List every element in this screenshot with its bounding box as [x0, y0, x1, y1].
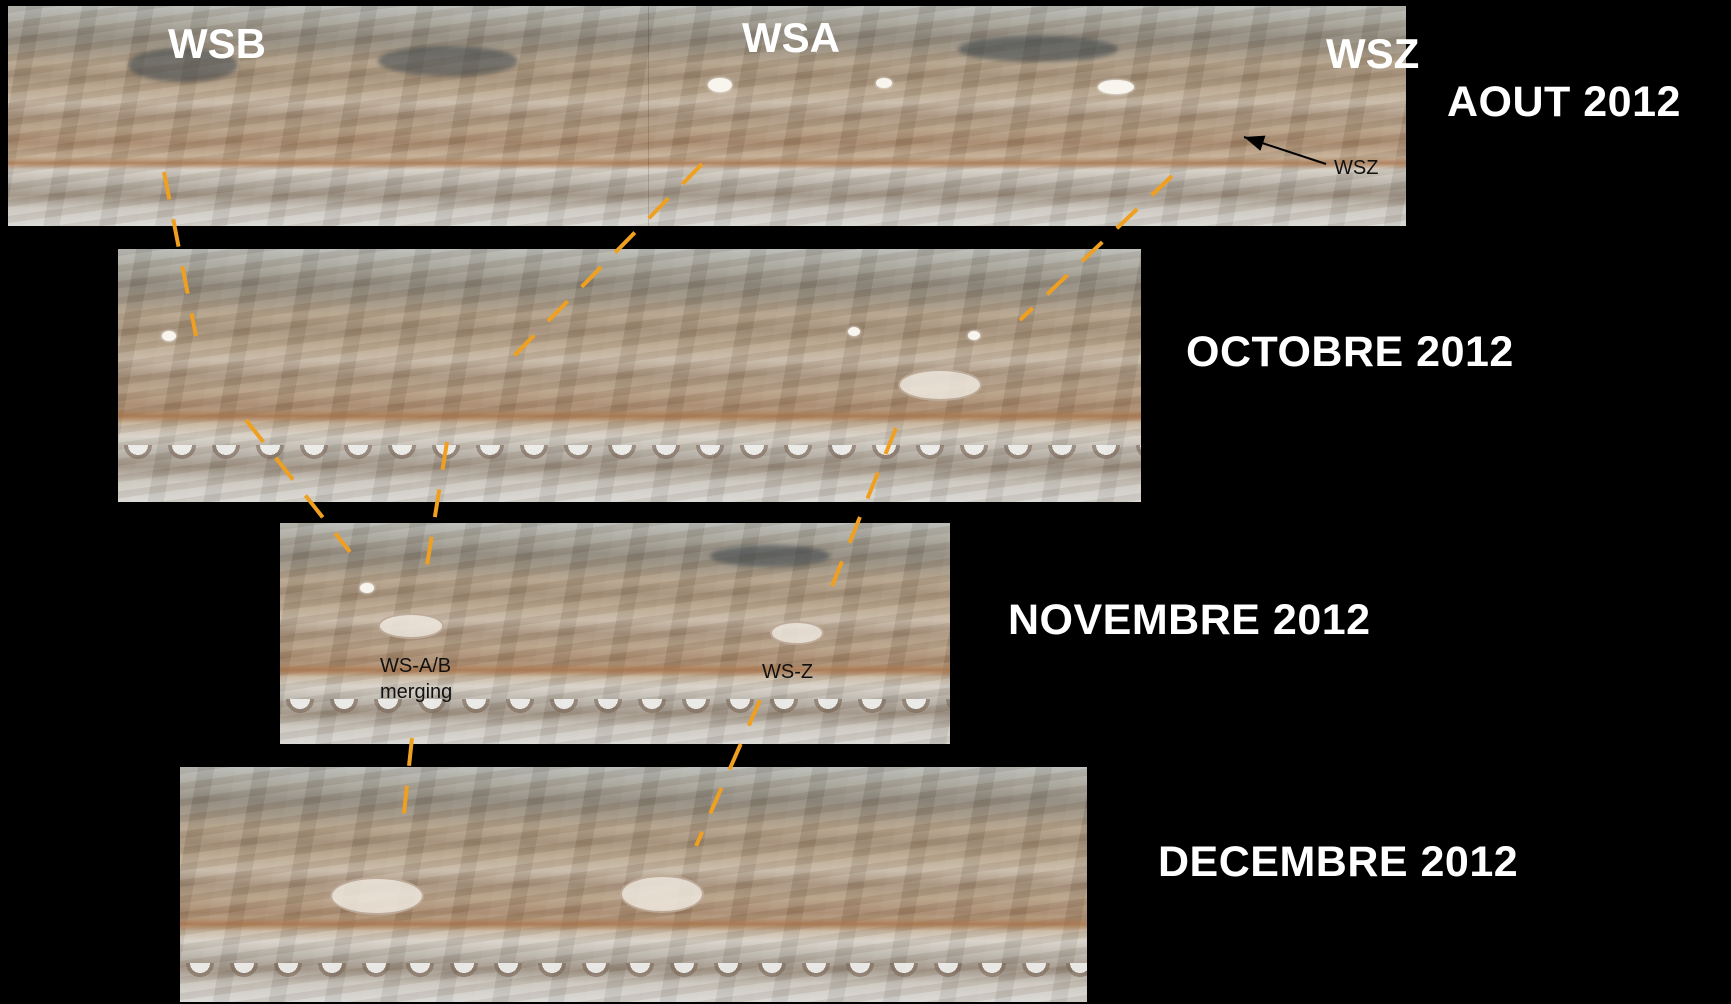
white-spot	[968, 331, 980, 340]
jupiter-strip-november	[280, 523, 950, 744]
ws-z-annotation: WS-Z	[762, 661, 814, 683]
white-spot	[162, 331, 176, 341]
merging-annotation-line2: merging	[380, 681, 453, 703]
wsz-track-aug-oct	[1018, 174, 1174, 322]
jupiter-strip-october	[118, 249, 1141, 502]
date-label-november: NOVEMBRE 2012	[1008, 596, 1371, 644]
white-spot-wsz	[1098, 80, 1134, 94]
white-oval	[770, 621, 824, 645]
white-spot	[876, 78, 892, 88]
jupiter-strip-december	[180, 767, 1087, 1002]
wsb-track-oct-nov	[244, 418, 352, 554]
equatorial-belt	[8, 156, 1406, 170]
date-label-october: OCTOBRE 2012	[1186, 328, 1514, 376]
dark-region	[710, 545, 830, 567]
dark-region	[128, 48, 238, 82]
date-label-august: AOUT 2012	[1447, 78, 1681, 126]
wsb-track-aug-oct	[162, 171, 198, 337]
white-oval	[898, 369, 982, 401]
dark-region	[378, 46, 518, 76]
white-oval	[620, 875, 704, 913]
wavy-boundary	[180, 963, 1087, 985]
wsab-track-nov-dec	[400, 737, 414, 833]
wsa-track-aug-oct	[506, 162, 704, 364]
wsz-track-oct-nov	[830, 427, 898, 587]
white-oval	[330, 877, 424, 915]
equatorial-belt	[180, 917, 1087, 931]
merging-annotation-line1: WS-A/B	[380, 655, 452, 677]
jupiter-strip-august	[8, 6, 1406, 226]
wsa-label: WSA	[742, 14, 840, 61]
wsz-arrow	[1243, 135, 1327, 165]
dark-region	[958, 36, 1118, 62]
wavy-boundary	[280, 699, 950, 721]
mosaic-seam	[648, 6, 649, 226]
wsb-label: WSB	[168, 20, 266, 67]
equatorial-belt	[280, 663, 950, 677]
wsz-label: WSZ	[1326, 30, 1420, 77]
wsz-annotation: WSZ	[1334, 157, 1379, 179]
white-spot	[848, 327, 860, 336]
date-label-december: DECEMBRE 2012	[1158, 838, 1519, 886]
merging-annotation: WS-A/B merging	[380, 653, 452, 705]
white-spot-wsa	[708, 78, 732, 92]
wsz-track-nov-dec	[694, 699, 762, 847]
equatorial-belt	[118, 409, 1141, 423]
white-oval	[378, 613, 444, 639]
white-spot	[360, 583, 374, 593]
wsa-track-oct-nov	[422, 441, 449, 585]
